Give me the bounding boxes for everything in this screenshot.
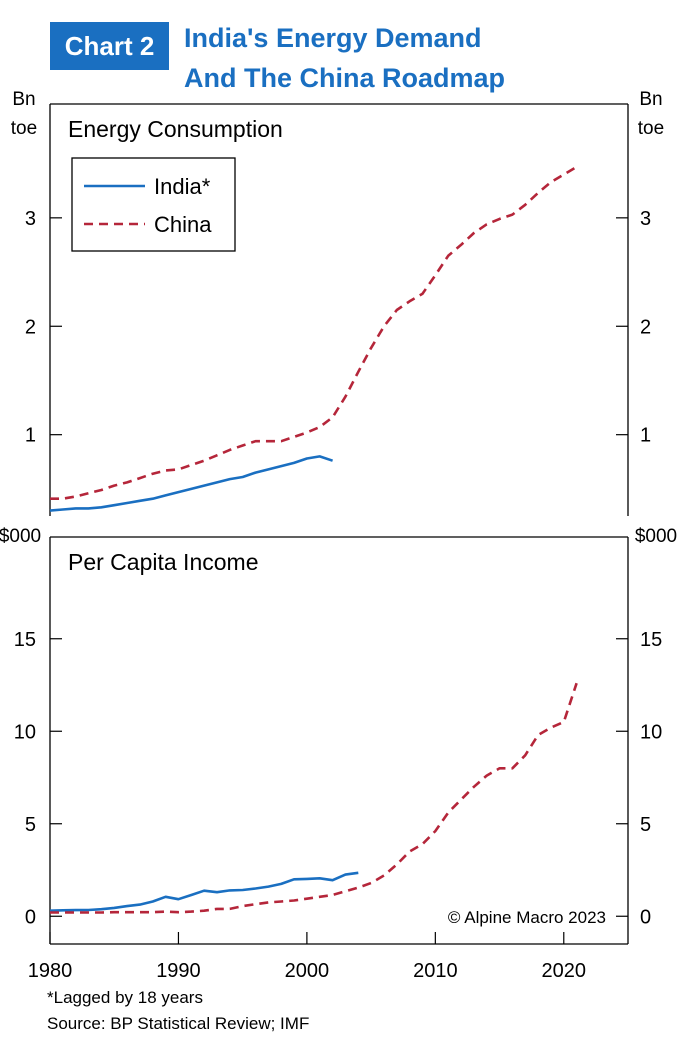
panel-title: Energy Consumption (68, 116, 283, 142)
right-unit-label: toe (638, 118, 664, 139)
y-tick-label-left: 0 (25, 906, 36, 928)
y-tick-label-right: 0 (640, 906, 651, 928)
panel-title: Per Capita Income (68, 549, 258, 575)
y-tick-label-left: 10 (14, 721, 36, 743)
chart-title-line-2: And The China Roadmap (184, 63, 506, 93)
y-tick-label-left: 5 (25, 814, 36, 836)
copyright-annotation: © Alpine Macro 2023 (448, 908, 606, 927)
footnote-lag: *Lagged by 18 years (47, 988, 203, 1007)
x-tick-label: 1980 (28, 960, 73, 982)
left-unit-label: $000 (0, 526, 41, 547)
y-tick-label-right: 5 (640, 814, 651, 836)
x-tick-label: 2000 (285, 960, 330, 982)
y-tick-label-right: 1 (640, 425, 651, 447)
legend-label-india: India* (154, 174, 211, 199)
chart-title: India's Energy Demand And The China Road… (184, 18, 505, 98)
y-tick-label-left: 2 (25, 316, 36, 338)
left-unit-label: toe (11, 118, 37, 139)
chart-title-line-1: India's Energy Demand (184, 23, 482, 53)
legend-label-china: China (154, 212, 212, 237)
y-tick-label-left: 15 (14, 629, 36, 651)
y-tick-label-right: 15 (640, 629, 662, 651)
x-tick-label: 2020 (542, 960, 587, 982)
y-tick-label-left: 1 (25, 425, 36, 447)
y-tick-label-right: 2 (640, 316, 651, 338)
china-series-line (50, 682, 578, 914)
y-tick-label-right: 10 (640, 721, 662, 743)
right-unit-label: $000 (635, 526, 677, 547)
y-tick-label-right: 3 (640, 208, 651, 230)
chart-number-badge: Chart 2 (50, 22, 169, 70)
right-unit-label: Bn (639, 89, 662, 110)
india-series-line (49, 871, 359, 912)
india-series-line (49, 455, 334, 512)
china-series-line (50, 165, 578, 501)
footnote-source: Source: BP Statistical Review; IMF (47, 1014, 310, 1033)
left-unit-label: Bn (12, 89, 35, 110)
x-tick-label: 1990 (156, 960, 201, 982)
x-tick-label: 2010 (413, 960, 458, 982)
y-tick-label-left: 3 (25, 208, 36, 230)
legend-box (71, 157, 236, 252)
